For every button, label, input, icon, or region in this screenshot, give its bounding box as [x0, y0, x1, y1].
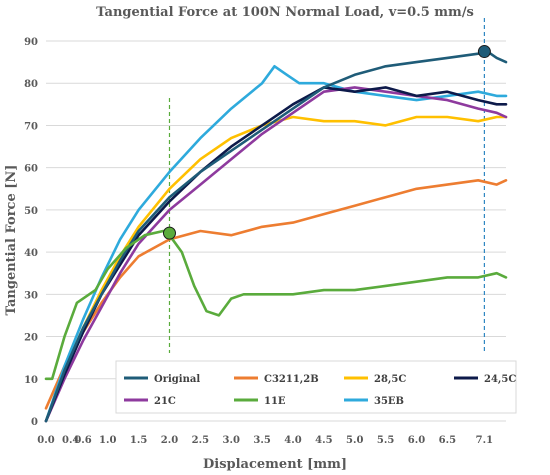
x-tick-label: 5.5: [377, 435, 394, 446]
y-axis-label: Tangential Force [N]: [4, 165, 19, 316]
markers: [162, 45, 491, 240]
y-tick-label: 80: [24, 79, 38, 90]
x-tick-label: 2.0: [161, 435, 178, 446]
y-tick-label: 40: [24, 248, 38, 259]
series-line-21c: [44, 86, 508, 423]
x-tick-label: 2.5: [192, 435, 209, 446]
reference-lines: [168, 18, 485, 353]
legend-box: [115, 360, 517, 414]
chart-title: Tangential Force at 100N Normal Load, v=…: [96, 5, 474, 20]
y-tick-label: 20: [24, 333, 38, 344]
series-line-c3211-2b: [44, 179, 508, 410]
x-tick-label: 4.5: [315, 435, 332, 446]
y-tick-label: 30: [24, 290, 38, 301]
legend-label: 24,5C: [484, 374, 516, 385]
highlight-marker: [162, 226, 176, 240]
x-tick-label: 3.0: [223, 435, 240, 446]
x-tick-label: 5.0: [346, 435, 363, 446]
y-tick-label: 50: [24, 206, 38, 217]
legend-label: 11E: [264, 396, 286, 407]
series-line-original: [44, 48, 508, 423]
x-tick-label: 1.5: [130, 435, 147, 446]
y-tick-label: 90: [24, 37, 38, 48]
legend-label: 35EB: [374, 396, 404, 407]
legend-label: C3211,2B: [264, 374, 319, 385]
x-tick-label: 0.0: [37, 435, 54, 446]
x-tick-label: 0.6: [74, 435, 91, 446]
x-tick-label: 6.5: [439, 435, 456, 446]
x-tick-label: 3.5: [253, 435, 270, 446]
x-tick-label: 4.0: [284, 435, 301, 446]
x-tick-label: 7.1: [476, 435, 493, 446]
x-tick-label: 1.0: [99, 435, 116, 446]
y-tick-label: 0: [31, 417, 38, 428]
series-line-35eb: [44, 65, 508, 423]
x-tick-label: 6.0: [408, 435, 425, 446]
y-tick-label: 60: [24, 164, 38, 175]
series-lines: [44, 48, 508, 423]
legend-label: 28,5C: [374, 374, 406, 385]
y-axis-ticks: 0 10 20 30 40 50 60 70 80 90: [24, 37, 38, 428]
highlight-marker: [477, 45, 491, 59]
y-tick-label: 70: [24, 121, 38, 132]
legend-label: Original: [154, 374, 200, 385]
x-tick-label: 0.4: [62, 435, 79, 446]
series-line-11e: [44, 229, 508, 381]
legend: Original C3211,2B 28,5C 24,5C 21C 11E 35EB: [115, 360, 517, 414]
x-axis-ticks: 0.0 0.40.6 1.0 1.5 2.0 2.5 3.0 3.5 4.0 4.5 5.0 5.5 6…: [37, 435, 493, 446]
y-tick-label: 10: [24, 375, 38, 386]
x-axis-label: Displacement [mm]: [203, 457, 347, 472]
legend-label: 21C: [154, 396, 176, 407]
